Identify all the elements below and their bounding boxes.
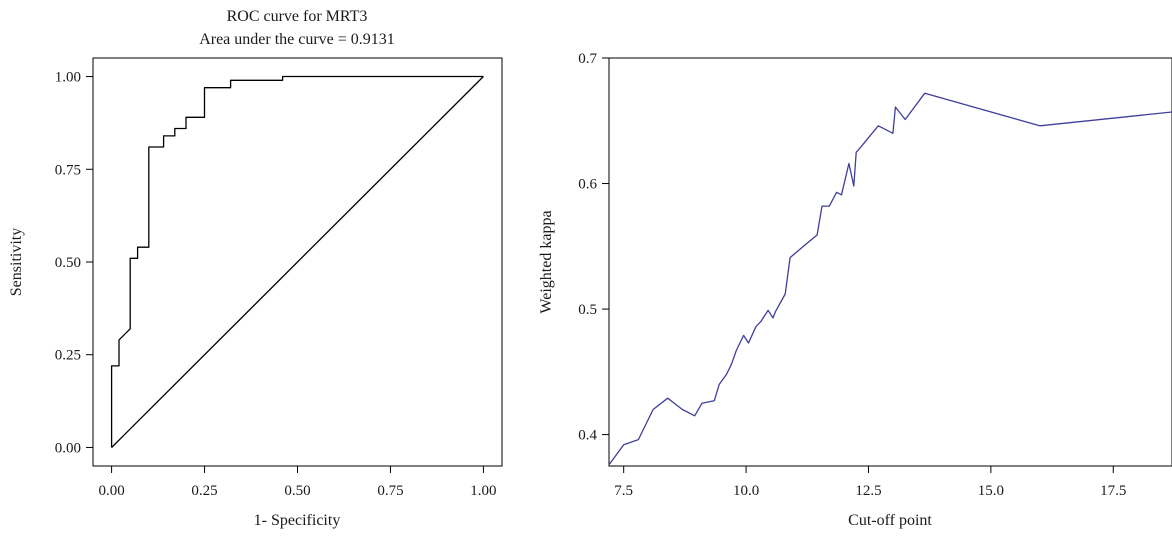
kappa-series-group — [608, 92, 1172, 466]
kappa-chart: 7.5 10.0 12.5 15.0 17.5 0.4 0.5 0.6 0.7 Cut-off … — [538, 51, 1172, 529]
kappa-y-tick-label: 0.7 — [578, 51, 597, 67]
kappa-axis-ticks: 7.5 10.0 12.5 15.0 17.5 0.4 0.5 0.6 0.7 — [578, 51, 1126, 499]
roc-y-tick-label: 1.00 — [55, 70, 81, 86]
kappa-x-tick-label: 7.5 — [614, 483, 633, 499]
roc-series-line-0 — [110, 75, 484, 448]
roc-x-tick-label: 1.00 — [470, 483, 496, 499]
roc-chart-subtitle: Area under the curve = 0.9131 — [199, 31, 395, 48]
roc-chart-title: ROC curve for MRT3 — [227, 8, 368, 25]
kappa-y-axis-title: Weighted kappa — [538, 210, 555, 313]
roc-series-line-1 — [111, 76, 484, 448]
roc-x-axis-title: 1- Specificity — [254, 512, 341, 529]
kappa-x-tick-label: 15.0 — [978, 483, 1004, 499]
roc-x-tick-label: 0.75 — [377, 483, 403, 499]
roc-x-tick-label: 0.25 — [191, 483, 217, 499]
kappa-x-axis-title: Cut-off point — [848, 512, 932, 529]
roc-x-tick-label: 0.00 — [98, 483, 124, 499]
roc-y-tick-label: 0.00 — [55, 440, 81, 456]
kappa-y-tick-label: 0.5 — [578, 302, 597, 318]
kappa-x-tick-label: 17.5 — [1100, 483, 1126, 499]
roc-y-tick-label: 0.50 — [55, 255, 81, 271]
roc-y-axis-title: Sensitivity — [8, 228, 25, 296]
roc-chart: ROC curve for MRT3 Area under the curve … — [8, 8, 503, 529]
roc-axis-ticks: 0.00 0.25 0.50 0.75 1.00 0.00 0.25 0.50 0.75 1.00 — [55, 70, 497, 499]
kappa-plot-frame — [608, 57, 1172, 467]
roc-y-tick-label: 0.25 — [55, 348, 81, 364]
roc-y-tick-label: 0.75 — [55, 162, 81, 178]
kappa-y-tick-label: 0.4 — [578, 428, 597, 444]
kappa-x-tick-label: 10.0 — [733, 483, 759, 499]
kappa-y-tick-label: 0.6 — [578, 177, 597, 193]
kappa-x-tick-label: 12.5 — [855, 483, 881, 499]
kappa-series-line-0 — [608, 92, 1172, 466]
roc-x-tick-label: 0.50 — [284, 483, 310, 499]
roc-series-group — [110, 75, 484, 448]
